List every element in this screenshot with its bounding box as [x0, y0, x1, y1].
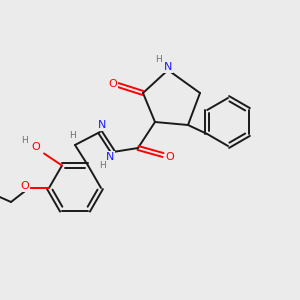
Text: N: N	[164, 62, 172, 72]
Text: O: O	[21, 181, 29, 191]
Text: H: H	[99, 160, 105, 169]
Text: O: O	[166, 152, 174, 162]
Text: O: O	[32, 142, 40, 152]
Text: N: N	[98, 120, 106, 130]
Text: N: N	[106, 152, 114, 162]
Text: H: H	[70, 131, 76, 140]
Text: O: O	[109, 79, 117, 89]
Text: H: H	[22, 136, 28, 145]
Text: H: H	[154, 55, 161, 64]
